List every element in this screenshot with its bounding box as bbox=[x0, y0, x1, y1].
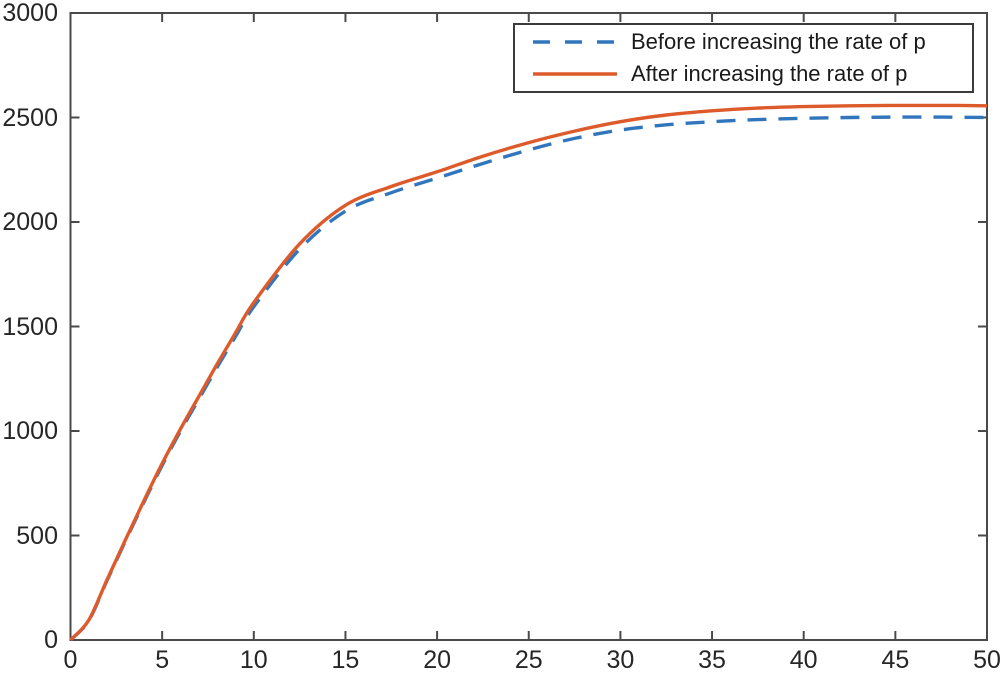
y-tick-label: 1000 bbox=[2, 417, 58, 445]
x-tick-label: 20 bbox=[423, 646, 451, 674]
y-tick-label: 500 bbox=[16, 521, 58, 550]
x-tick-label: 45 bbox=[881, 646, 910, 674]
y-tick-label: 1500 bbox=[2, 312, 58, 341]
x-tick-label: 35 bbox=[698, 646, 726, 674]
solid-line-sample-icon bbox=[533, 72, 617, 76]
x-tick-label: 40 bbox=[789, 646, 818, 674]
x-tick-label: 5 bbox=[155, 646, 170, 674]
x-tick-label: 0 bbox=[63, 646, 78, 674]
series-line-after bbox=[69, 103, 988, 642]
legend-label-before: Before increasing the rate of p bbox=[631, 29, 926, 54]
x-tick-label: 50 bbox=[973, 646, 1000, 674]
x-tick-label: 25 bbox=[514, 646, 543, 674]
x-tick-label: 15 bbox=[331, 646, 360, 674]
legend-label-after: After increasing the rate of p bbox=[631, 61, 908, 86]
x-tick-label: 10 bbox=[239, 646, 268, 674]
y-tick-label: 2000 bbox=[2, 208, 58, 236]
x-tick-label: 30 bbox=[606, 646, 635, 674]
y-tick-label: 2500 bbox=[2, 103, 58, 132]
legend: Before increasing the rate of p After in… bbox=[513, 23, 974, 93]
y-tick-label: 3000 bbox=[2, 0, 58, 27]
legend-entry-after: After increasing the rate of p bbox=[531, 60, 962, 89]
y-tick-label: 0 bbox=[44, 626, 58, 654]
dashed-line-sample-icon bbox=[533, 40, 617, 44]
legend-entry-before: Before increasing the rate of p bbox=[531, 28, 962, 57]
